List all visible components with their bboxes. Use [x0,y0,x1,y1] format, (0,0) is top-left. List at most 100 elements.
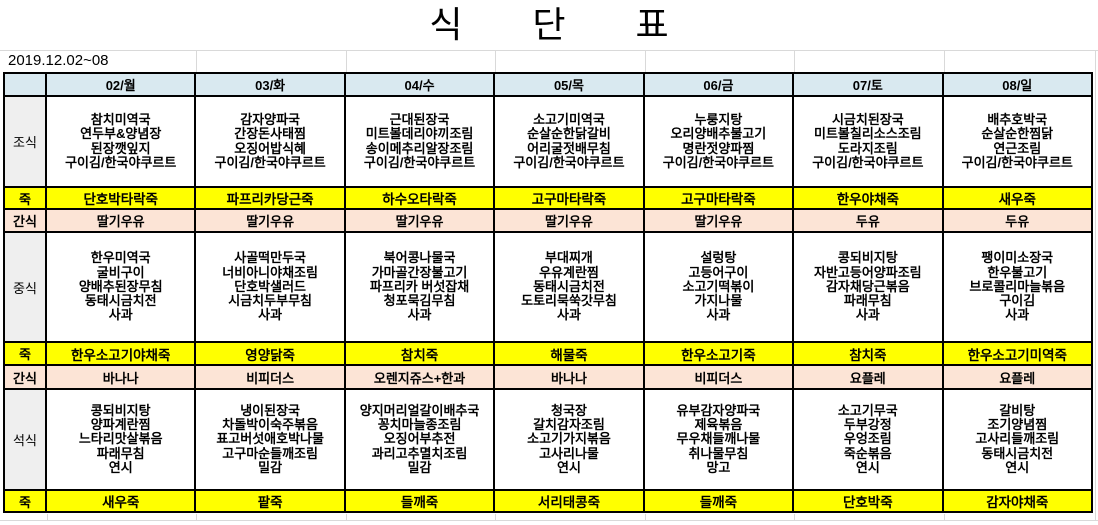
menu-item: 사과 [706,307,731,323]
row-label-lunch[interactable]: 중식 [3,231,47,343]
porridge-3-cell-1[interactable]: 팥죽 [194,489,346,513]
porridge-2-cell-0[interactable]: 한우소고기야채죽 [44,341,197,366]
porridge-3-cell-2[interactable]: 들깨죽 [343,489,496,513]
snack-2-cell-2[interactable]: 오렌지쥬스+한과 [343,364,496,390]
menu-item: 연시 [557,459,581,475]
menu-item: 갈치감자조림 [533,417,605,433]
breakfast-cell-1[interactable]: 감자양파국 간장돈사태찜 오징어밥식혜 구이김/한국야쿠르트 [194,95,346,188]
lunch-cell-5[interactable]: 콩되비지탕 자반고등어양파조림 감자채당근볶음 파래무침 사과 [792,231,944,343]
porridge-2-cell-4[interactable]: 한우소고기죽 [642,341,795,366]
snack-1-cell-6[interactable]: 두유 [941,208,1094,233]
lunch-cell-1[interactable]: 사골떡만두국 너비아니야채조림 단호박샐러드 시금치두부무침 사과 [194,231,346,343]
menu-item: 한우미역국 [90,250,151,266]
breakfast-cell-2[interactable]: 근대된장국 미트볼데리야끼조림 송이메추리알장조림 구이김/한국야쿠르트 [343,95,496,188]
breakfast-cell-3[interactable]: 소고기미역국 순살순한닭갈비 어리굴젓배무침 구이김/한국야쿠르트 [493,95,645,188]
menu-item: 콩되비지탕 [90,402,151,418]
menu-item: 너비아니야채조림 [222,264,318,280]
menu-item: 우엉조림 [843,431,892,447]
porridge-3-cell-5[interactable]: 단호박죽 [792,489,944,513]
menu-item: 미트볼데리야끼조림 [365,126,474,142]
porridge-2-cell-3[interactable]: 해물죽 [493,341,645,366]
porridge-2-cell-1[interactable]: 영양닭죽 [194,341,346,366]
breakfast-cell-4[interactable]: 누룽지탕 오리양배추불고기 명란젓양파찜 구이김/한국야쿠르트 [642,95,795,188]
menu-item: 냉이된장국 [240,402,301,418]
lunch-cell-2[interactable]: 북어콩나물국 가마골간장불고기 파프리카 버섯잡채 청포묵김무침 사과 [343,231,496,343]
breakfast-cell-0[interactable]: 참치미역국 연두부&양념장 된장깻잎지 구이김/한국야쿠르트 [44,95,197,188]
menu-item: 소고기무국 [837,402,898,418]
porridge-3-cell-3[interactable]: 서리태콩죽 [493,489,645,513]
row-label-dinner[interactable]: 석식 [3,388,47,491]
porridge-2-cell-6[interactable]: 한우소고기미역죽 [941,341,1094,366]
menu-item: 밀감 [258,459,283,475]
snack-2-cell-5[interactable]: 요플레 [792,364,944,390]
row-label-porridge-2[interactable]: 죽 [3,341,47,366]
snack-2-cell-3[interactable]: 바나나 [493,364,645,390]
menu-lines: 소고기무국 두부강정 우엉조림 죽순볶음 연시 [795,402,940,475]
menu-item: 사과 [557,307,581,323]
date-range[interactable]: 2019.12.02~08 [8,52,109,69]
menu-item: 사골떡만두국 [234,250,307,266]
column-header-1[interactable]: 03/화 [194,72,346,97]
porridge-1-cell-4[interactable]: 고구마타락죽 [642,186,795,210]
porridge-1-cell-3[interactable]: 고구마타락죽 [493,186,645,210]
snack-1-cell-1[interactable]: 딸기우유 [194,208,346,233]
dinner-cell-3[interactable]: 청국장 갈치감자조림 소고기가지볶음 고사리나물 연시 [493,388,645,491]
dinner-cell-4[interactable]: 유부감자양파국 제육볶음 무우채들깨나물 취나물무침 망고 [642,388,795,491]
menu-item: 사과 [108,307,133,323]
porridge-3-cell-6[interactable]: 감자야채죽 [941,489,1094,513]
menu-item: 취나물무침 [688,445,749,461]
column-header-5[interactable]: 07/토 [792,72,944,97]
porridge-1-cell-5[interactable]: 한우야채죽 [792,186,944,210]
menu-item: 제육볶음 [694,417,743,433]
snack-2-cell-6[interactable]: 요플레 [941,364,1094,390]
menu-lines: 배추호박국 순살순한찜닭 연근조림 구이김/한국야쿠르트 [945,112,1090,170]
menu-lines: 사골떡만두국 너비아니야채조림 단호박샐러드 시금치두부무침 사과 [197,250,342,322]
menu-item: 송이메추리알장조림 [365,140,474,156]
column-header-6[interactable]: 08/일 [941,72,1094,97]
snack-1-cell-5[interactable]: 두유 [792,208,944,233]
menu-lines: 양지머리얼갈이배추국 꽁치마늘종조림 오징어부추전 과리고추멸치조림 밀감 [347,403,492,475]
lunch-cell-4[interactable]: 설렁탕 고등어구이 소고기떡볶이 가지나물 사과 [642,231,795,343]
porridge-3-cell-4[interactable]: 들깨죽 [642,489,795,513]
corner-cell[interactable] [3,72,47,97]
dinner-cell-1[interactable]: 냉이된장국 차돌박이숙주볶음 표고버섯애호박나물 고구마순들깨조림 밀감 [194,388,346,491]
porridge-2-cell-5[interactable]: 참치죽 [792,341,944,366]
column-header-3[interactable]: 05/목 [493,72,645,97]
gridline [47,514,48,520]
row-label-snack-1[interactable]: 간식 [3,208,47,233]
porridge-1-cell-6[interactable]: 새우죽 [941,186,1094,210]
breakfast-cell-5[interactable]: 시금치된장국 미트볼칠리소스조림 도라지조림 구이김/한국야쿠르트 [792,95,944,188]
row-label-snack-2[interactable]: 간식 [3,364,47,390]
column-header-0[interactable]: 02/월 [44,72,197,97]
menu-item: 느타리맛살볶음 [78,431,163,447]
lunch-cell-6[interactable]: 팽이미소장국 한우불고기 브로콜리마늘볶음 구이김 사과 [941,231,1094,343]
column-header-4[interactable]: 06/금 [642,72,795,97]
lunch-cell-3[interactable]: 부대찌개 우유계란찜 동태시금치전 도토리묵쑥갓무침 사과 [493,231,645,343]
snack-2-cell-1[interactable]: 비피더스 [194,364,346,390]
menu-item: 꽁치마늘종조림 [377,417,462,433]
snack-2-cell-4[interactable]: 비피더스 [642,364,795,390]
row-label-porridge-1[interactable]: 죽 [3,186,47,210]
menu-lines: 부대찌개 우유계란찜 동태시금치전 도토리묵쑥갓무침 사과 [496,250,641,323]
breakfast-cell-6[interactable]: 배추호박국 순살순한찜닭 연근조림 구이김/한국야쿠르트 [941,95,1094,188]
snack-1-cell-0[interactable]: 딸기우유 [44,208,197,233]
dinner-cell-0[interactable]: 콩되비지탕 양파계란찜 느타리맛살볶음 파래무침 연시 [44,388,197,491]
column-header-2[interactable]: 04/수 [343,72,496,97]
porridge-2-cell-2[interactable]: 참치죽 [343,341,496,366]
dinner-cell-6[interactable]: 갈비탕 조기양념찜 고사리들깨조림 동태시금치전 연시 [941,388,1094,491]
porridge-3-cell-0[interactable]: 새우죽 [44,489,197,513]
dinner-cell-2[interactable]: 양지머리얼갈이배추국 꽁치마늘종조림 오징어부추전 과리고추멸치조림 밀감 [343,388,496,491]
row-label-breakfast[interactable]: 조식 [3,95,47,188]
porridge-1-cell-0[interactable]: 단호박타락죽 [44,186,197,210]
porridge-1-cell-1[interactable]: 파프리카당근죽 [194,186,346,210]
menu-lines: 소고기미역국 순살순한닭갈비 어리굴젓배무침 구이김/한국야쿠르트 [496,112,641,170]
snack-1-cell-2[interactable]: 딸기우유 [343,208,496,233]
menu-item: 도토리묵쑥갓무침 [521,293,617,309]
snack-2-cell-0[interactable]: 바나나 [44,364,197,390]
dinner-cell-5[interactable]: 소고기무국 두부강정 우엉조림 죽순볶음 연시 [792,388,944,491]
lunch-cell-0[interactable]: 한우미역국 굴비구이 양배추된장무침 동태시금치전 사과 [44,231,197,343]
snack-1-cell-3[interactable]: 딸기우유 [493,208,645,233]
snack-1-cell-4[interactable]: 딸기우유 [642,208,795,233]
porridge-1-cell-2[interactable]: 하수오타락죽 [343,186,496,210]
row-label-porridge-3[interactable]: 죽 [3,489,47,513]
